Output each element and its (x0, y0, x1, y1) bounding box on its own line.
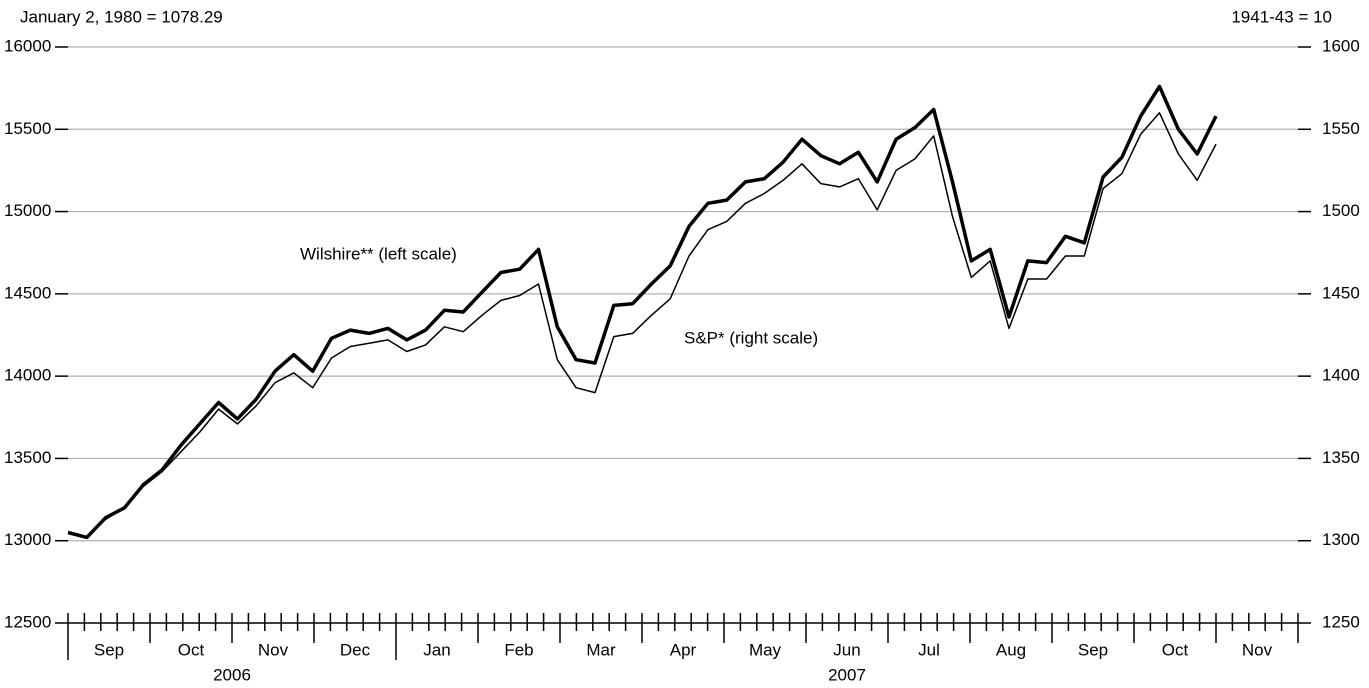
y2-tick-label: 1550 (1322, 119, 1360, 138)
x-tick-label: Sep (94, 640, 124, 659)
y-tick-label: 14500 (4, 283, 51, 302)
y-tick-label: 15000 (4, 201, 51, 220)
y2-tick-label: 1250 (1322, 612, 1360, 631)
x-tick-label: Jun (833, 640, 860, 659)
x-tick-label: Mar (586, 640, 616, 659)
year-label: 2007 (828, 665, 866, 684)
x-tick-label: Oct (178, 640, 205, 659)
y2-tick-label: 1600 (1322, 36, 1360, 55)
x-tick-label: Aug (996, 640, 1026, 659)
sp-label: S&P* (right scale) (684, 328, 818, 347)
x-tick-label: Feb (504, 640, 533, 659)
x-tick-label: Dec (340, 640, 371, 659)
x-tick-label: Oct (1162, 640, 1189, 659)
y-tick-label: 14000 (4, 366, 51, 385)
y2-tick-label: 1300 (1322, 530, 1360, 549)
y2-tick-label: 1450 (1322, 283, 1360, 302)
right-note: 1941-43 = 10 (1231, 7, 1332, 26)
y2-tick-label: 1500 (1322, 201, 1360, 220)
y-tick-label: 16000 (4, 36, 51, 55)
wilshire-label: Wilshire** (left scale) (300, 244, 457, 263)
y-tick-label: 12500 (4, 612, 51, 631)
series-line (67, 84, 1218, 540)
y-tick-label: 15500 (4, 119, 51, 138)
x-tick-label: Sep (1078, 640, 1108, 659)
y2-tick-label: 1350 (1322, 448, 1360, 467)
y-tick-label: 13500 (4, 448, 51, 467)
series-line (67, 112, 1217, 539)
x-tick-label: Jul (918, 640, 940, 659)
x-tick-label: Nov (258, 640, 289, 659)
year-label: 2006 (213, 665, 251, 684)
x-tick-label: Jan (423, 640, 450, 659)
x-tick-label: Nov (1242, 640, 1273, 659)
x-tick-label: May (749, 640, 782, 659)
y2-tick-label: 1400 (1322, 366, 1360, 385)
y-tick-label: 13000 (4, 530, 51, 549)
x-tick-label: Apr (670, 640, 697, 659)
left-note: January 2, 1980 = 1078.29 (20, 7, 223, 26)
